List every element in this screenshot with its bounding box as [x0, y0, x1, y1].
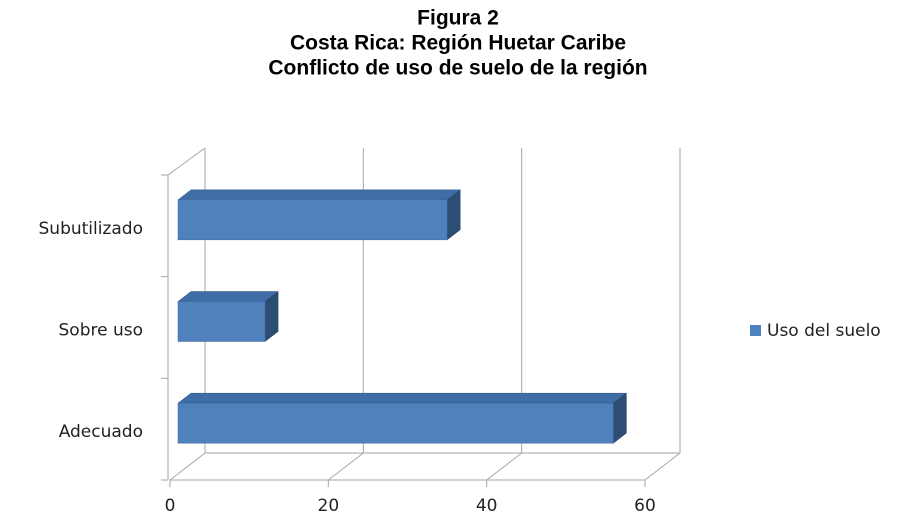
x-tick-label: 60	[634, 496, 656, 516]
y-tick-label: Sobre uso	[59, 321, 144, 341]
y-tick-label: Subutilizado	[39, 219, 144, 239]
legend-label: Uso del suelo	[767, 321, 881, 341]
x-tick-label: 40	[476, 496, 498, 516]
y-tick-label: Adecuado	[59, 422, 143, 442]
bar	[177, 199, 448, 241]
floor-grid-line	[328, 452, 364, 481]
bar	[177, 301, 266, 342]
chart-title: Costa Rica: Región Huetar Caribe	[290, 32, 626, 55]
bar-top	[177, 392, 628, 404]
left-wall-top	[167, 147, 206, 176]
x-tick-label: 20	[318, 496, 340, 516]
chart-title: Figura 2	[417, 7, 499, 30]
bar-top	[177, 291, 279, 302]
bar	[177, 402, 614, 444]
x-tick-label: 0	[165, 496, 176, 516]
bar-top	[177, 189, 461, 201]
legend-swatch	[750, 325, 761, 336]
floor-grid-line	[644, 452, 681, 481]
floor-grid-line	[486, 452, 522, 481]
floor-grid-line	[169, 452, 206, 481]
chart-title: Conflicto de uso de suelo de la región	[268, 57, 647, 80]
